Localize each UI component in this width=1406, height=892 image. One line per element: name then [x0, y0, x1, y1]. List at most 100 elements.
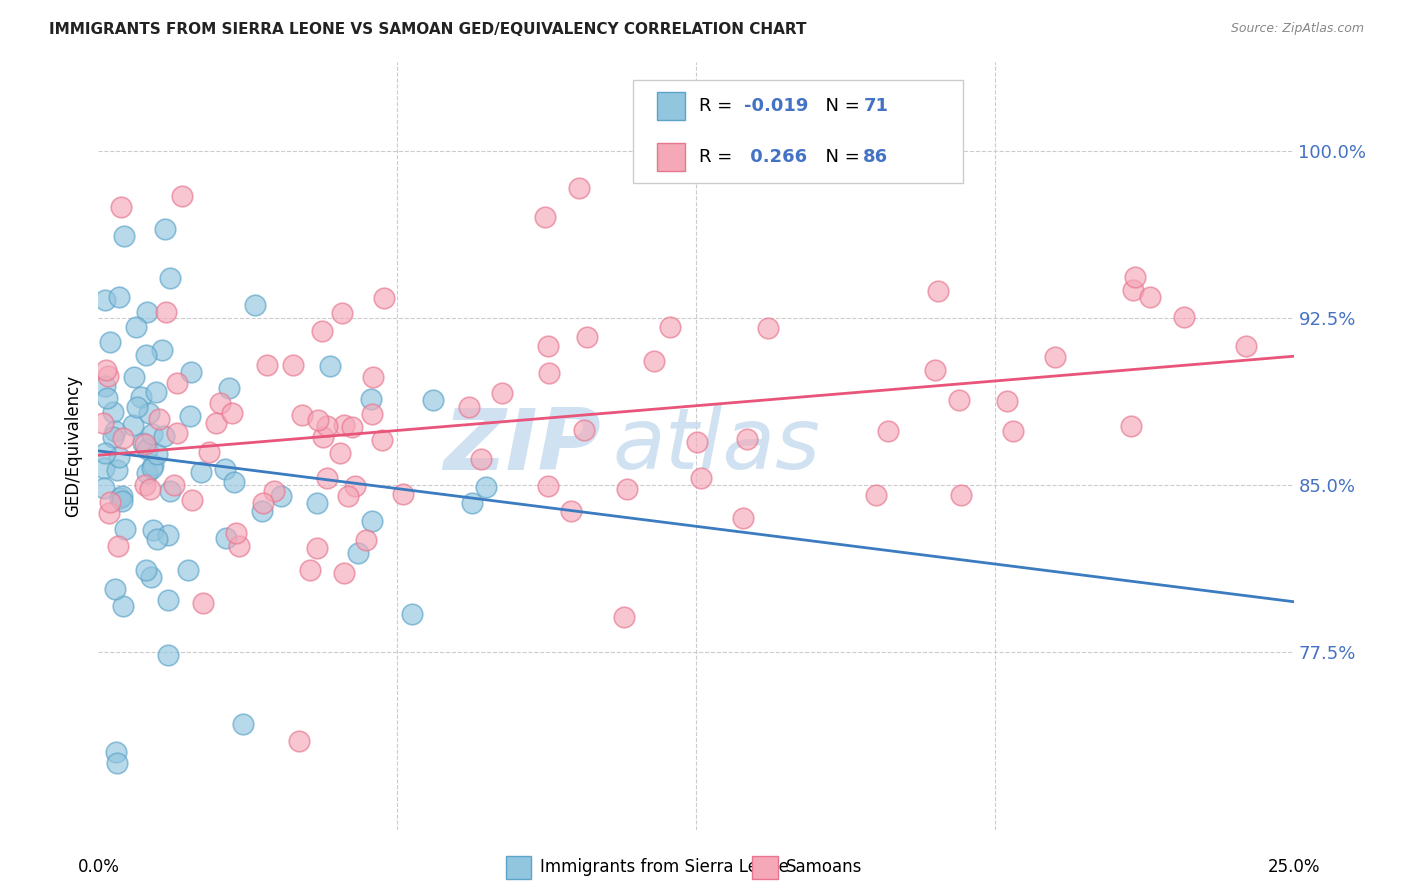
Point	[354, 533, 377, 548]
Point	[250, 504, 273, 518]
Point	[474, 480, 496, 494]
Point	[865, 488, 887, 502]
Point	[391, 487, 413, 501]
Point	[613, 609, 636, 624]
Point	[576, 330, 599, 344]
Point	[537, 339, 560, 353]
Point	[686, 434, 709, 449]
Point	[950, 487, 973, 501]
Point	[197, 444, 219, 458]
Point	[218, 381, 240, 395]
Point	[107, 290, 129, 304]
Point	[121, 417, 143, 432]
Point	[163, 478, 186, 492]
Point	[134, 478, 156, 492]
Point	[112, 228, 135, 243]
Point	[129, 390, 152, 404]
Point	[333, 566, 356, 581]
Point	[689, 470, 711, 484]
Text: 71: 71	[863, 97, 889, 115]
Point	[136, 305, 159, 319]
Point	[150, 343, 173, 358]
Text: 25.0%: 25.0%	[1267, 858, 1320, 877]
Point	[94, 446, 117, 460]
Point	[1122, 283, 1144, 297]
Point	[319, 359, 342, 374]
Point	[103, 405, 125, 419]
Point	[263, 483, 285, 498]
Point	[215, 531, 238, 545]
Point	[491, 386, 513, 401]
Point	[995, 394, 1018, 409]
Point	[111, 489, 134, 503]
Point	[208, 396, 231, 410]
Point	[112, 599, 135, 613]
Point	[114, 523, 136, 537]
Point	[108, 450, 131, 464]
Text: N =: N =	[814, 148, 866, 166]
Point	[148, 412, 170, 426]
Point	[361, 514, 384, 528]
Point	[329, 445, 352, 459]
Text: Immigrants from Sierra Leone: Immigrants from Sierra Leone	[540, 858, 789, 876]
Point	[232, 716, 254, 731]
Point	[98, 494, 121, 508]
Point	[97, 368, 120, 383]
Point	[193, 596, 215, 610]
Point	[142, 523, 165, 537]
Point	[461, 496, 484, 510]
Point	[735, 433, 758, 447]
Text: ZIP: ZIP	[443, 404, 600, 488]
Text: 0.266: 0.266	[744, 148, 807, 166]
Point	[177, 563, 200, 577]
Point	[927, 284, 949, 298]
Point	[111, 432, 134, 446]
Point	[225, 525, 247, 540]
Point	[136, 442, 159, 456]
Point	[572, 424, 595, 438]
Point	[142, 458, 165, 472]
Point	[270, 489, 292, 503]
Point	[333, 417, 356, 432]
Point	[401, 607, 423, 621]
Point	[145, 385, 167, 400]
Point	[305, 496, 328, 510]
Point	[311, 324, 333, 338]
Point	[141, 461, 163, 475]
Point	[337, 489, 360, 503]
Point	[287, 733, 309, 747]
Point	[132, 436, 155, 450]
Point	[560, 504, 582, 518]
Point	[222, 475, 245, 489]
Point	[138, 406, 160, 420]
Point	[538, 367, 561, 381]
Point	[105, 463, 128, 477]
Point	[361, 407, 384, 421]
Point	[252, 496, 274, 510]
Point	[98, 506, 121, 520]
Point	[125, 319, 148, 334]
Point	[155, 222, 177, 236]
Point	[93, 481, 115, 495]
Point	[214, 462, 236, 476]
Point	[105, 756, 128, 770]
Text: Source: ZipAtlas.com: Source: ZipAtlas.com	[1230, 22, 1364, 36]
Point	[281, 358, 304, 372]
Point	[344, 479, 367, 493]
Point	[616, 482, 638, 496]
Point	[166, 426, 188, 441]
Point	[111, 493, 134, 508]
Point	[156, 648, 179, 662]
Point	[361, 370, 384, 384]
Point	[470, 452, 492, 467]
Point	[156, 528, 179, 542]
Point	[124, 369, 146, 384]
Point	[101, 430, 124, 444]
Point	[221, 406, 243, 420]
Point	[371, 433, 394, 447]
Point	[159, 483, 181, 498]
Point	[534, 211, 557, 225]
Point	[180, 365, 202, 379]
Point	[104, 424, 127, 438]
Point	[877, 424, 900, 438]
